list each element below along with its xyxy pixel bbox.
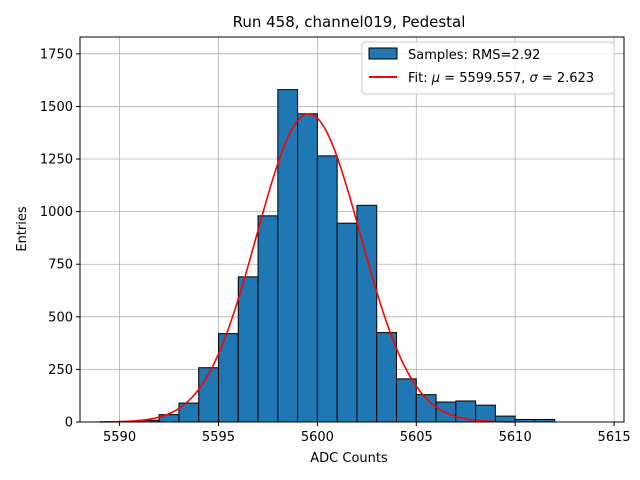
legend: Samples: RMS=2.92 Fit: μ = 5599.557, σ =… <box>361 41 615 95</box>
bars-layer <box>138 89 556 423</box>
y-axis-label: Entries <box>15 206 30 252</box>
y-tick-label: 1500 <box>40 100 73 115</box>
histogram-bar <box>396 378 417 423</box>
y-tick-label: 250 <box>48 363 73 378</box>
y-ticks: 0 250 500 750 1000 1250 1500 1750 <box>40 47 80 431</box>
histogram-bar <box>336 222 358 423</box>
y-tick-label: 0 <box>65 416 73 431</box>
histogram-bar <box>297 113 318 423</box>
legend-sigma-value: = 2.623 <box>538 71 594 86</box>
x-axis-label: ADC Counts <box>310 451 388 466</box>
legend-box <box>361 41 615 95</box>
histogram-bar <box>237 276 259 423</box>
histogram-bar <box>376 332 398 423</box>
x-tick-label: 5590 <box>103 430 136 445</box>
legend-sigma-symbol: σ <box>530 71 539 86</box>
fit-curve <box>99 112 516 423</box>
y-tick-label: 1000 <box>40 205 73 220</box>
y-tick-label: 500 <box>48 310 73 325</box>
legend-fit-label: Fit: μ = 5599.557, σ = 2.623 <box>408 71 594 86</box>
histogram-bar <box>475 404 496 423</box>
x-ticks: 5590 5595 5600 5605 5610 5615 <box>103 422 631 445</box>
histogram-bar <box>257 215 279 423</box>
histogram-bar <box>316 155 338 423</box>
y-tick-label: 1750 <box>40 47 73 62</box>
x-tick-label: 5615 <box>598 430 631 445</box>
y-tick-label: 750 <box>48 258 73 273</box>
x-tick-label: 5610 <box>499 430 532 445</box>
histogram-bar <box>356 204 378 423</box>
histogram-bar <box>198 367 219 423</box>
legend-histogram-label: Samples: RMS=2.92 <box>408 48 540 63</box>
y-tick-label: 1250 <box>40 153 73 168</box>
legend-histogram-swatch <box>368 47 398 60</box>
plot-frame <box>79 36 625 423</box>
chart-title: Run 458, channel019, Pedestal <box>233 13 466 31</box>
legend-fit-prefix: Fit: <box>408 71 432 86</box>
x-tick-label: 5605 <box>400 430 433 445</box>
x-tick-label: 5595 <box>202 430 235 445</box>
legend-mu-value: = 5599.557, <box>440 71 529 86</box>
x-tick-label: 5600 <box>301 430 334 445</box>
legend-mu-symbol: μ <box>431 71 440 86</box>
